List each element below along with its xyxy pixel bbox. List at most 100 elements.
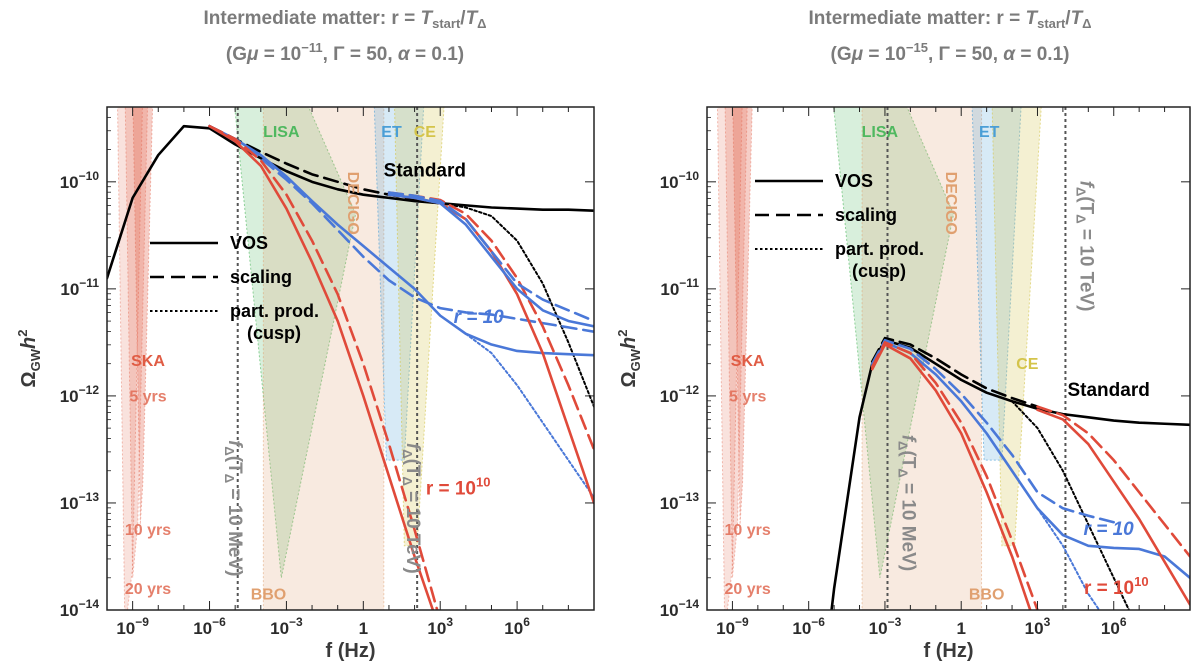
decigo-region [262,107,385,610]
title-start-sub: start [1037,16,1066,31]
y-tick-exp: −13 [679,490,700,504]
chart-left: Intermediate matter: r = Tstart/TΔ(Gμ = … [15,8,595,662]
ska-duration-label-0: 5 yrs [729,388,766,405]
title-eq: = 10 [258,44,301,65]
f-delta-sub2: Δ [222,474,237,483]
title-text: Intermediate matter: r = [203,8,420,29]
legend-label-1: scaling [835,205,897,225]
y-label-sup: 2 [15,330,30,337]
chart-right: Intermediate matter: r = Tstart/TΔ(Gμ = … [615,8,1191,662]
ska-region [124,107,149,578]
y-tick-label-4: 10−10 [660,169,700,192]
y-tick-base: 10 [660,601,679,620]
f-delta-f: f [898,435,919,443]
ska-region [117,107,143,610]
title-t-start: T [1025,8,1038,29]
ska-duration-label-2: 20 yrs [725,581,771,598]
x-tick-label-3: 103 [1025,615,1051,638]
series-line-9 [1036,405,1190,558]
title-mu: μ [246,44,259,65]
y-tick-base: 10 [60,494,79,513]
ce-region [991,107,1042,547]
annotation-2: r = 1010 [426,474,491,499]
f-delta-f: f [224,440,245,448]
y-tick-exp: −12 [679,383,700,397]
f-delta-f: f [1076,181,1097,189]
series-line-0 [830,338,1190,610]
x-tick-label-0: 10−9 [116,615,149,638]
legend-label-0: VOS [835,171,873,191]
ska-duration-label-2: 20 yrs [125,581,171,598]
annotation-sup: 10 [1134,574,1148,589]
x-tick-base: 10 [504,619,523,638]
series-line-1 [870,336,1039,408]
annotation-text: r = 10 [1084,519,1135,540]
x-tick-label-2: 10−3 [270,615,303,638]
y-tick-base: 10 [660,494,679,513]
detector-label-ska: SKA [131,353,165,370]
title-exp: −11 [301,40,322,55]
annotation-text: Standard [1067,380,1149,401]
x-tick-base: 10 [427,619,446,638]
legend: VOS scaling part. prod.(cusp) [150,233,319,343]
detector-label-bbo: BBO [251,586,287,603]
x-tick-base: 10 [716,619,735,638]
annotation-text: r = 10 [1084,578,1134,599]
detector-label-lisa: LISA [263,124,300,141]
plot-frame [106,106,595,611]
detector-label-ska: SKA [731,353,765,370]
legend-label-2: part. prod. [230,301,319,321]
axis-ticks [106,106,595,611]
ska-duration-label-0: 5 yrs [129,388,166,405]
f-delta-t: (T [1076,196,1097,214]
x-tick-label-1: 10−6 [193,615,226,638]
f-delta-label-0: fΔ(TΔ = 10 MeV) [896,435,919,571]
y-tick-label-3: 10−11 [60,276,99,299]
title-alpha: α [398,44,411,65]
title-start-sub: start [432,16,461,31]
y-tick-label-0: 10−14 [660,597,700,620]
series-line-3 [870,341,1190,580]
detector-label-decigo: DECIGO [344,172,361,235]
annotation-text: Standard [384,160,466,181]
f-delta-t: (T [224,456,245,474]
detector-regions [716,107,1042,610]
title-mu: μ [851,44,864,65]
legend-label-0: VOS [230,233,268,253]
y-tick-base: 10 [660,173,679,192]
detector-label-ce: CE [414,124,437,141]
series-line-4 [870,338,1116,524]
f-delta-value: = 10 TeV) [1076,224,1097,312]
f-delta-sub: Δ [400,449,415,458]
detector-label-ce: CE [1016,356,1039,373]
x-tick-label-one: 1 [956,619,965,638]
x-tick-label-3: 103 [427,615,453,638]
x-tick-exp: −6 [212,615,226,629]
y-label-sub: GW [28,348,43,371]
y-tick-label-2: 10−12 [60,383,100,406]
x-tick-exp: −3 [888,615,902,629]
y-label-h: h [618,337,640,349]
f-delta-value: = 10 MeV) [224,483,245,576]
chart-title-line2: (Gμ = 10−15, Γ = 50, α = 0.1) [831,40,1070,65]
x-tick-exp: 3 [1044,615,1051,629]
y-tick-exp: −14 [679,597,700,611]
x-tick-label-0: 10−9 [716,615,749,638]
x-tick-base: 10 [1101,619,1120,638]
y-tick-exp: −13 [79,490,100,504]
x-tick-base: 10 [270,619,289,638]
detector-label-lisa: LISA [862,124,899,141]
ska-region [732,107,753,525]
annotation-1: r = 10 [454,307,505,328]
series-line-5 [464,332,594,499]
detector-label-decigo: DECIGO [942,172,959,235]
detector-label-et: ET [979,124,1000,141]
y-tick-exp: −12 [79,383,100,397]
y-tick-exp: −11 [79,276,99,290]
annotation-text: r = 10 [426,478,476,499]
plot-frame [706,106,1191,611]
series-line-1 [208,124,442,205]
y-tick-exp: −14 [79,597,100,611]
x-tick-base: 10 [116,619,135,638]
